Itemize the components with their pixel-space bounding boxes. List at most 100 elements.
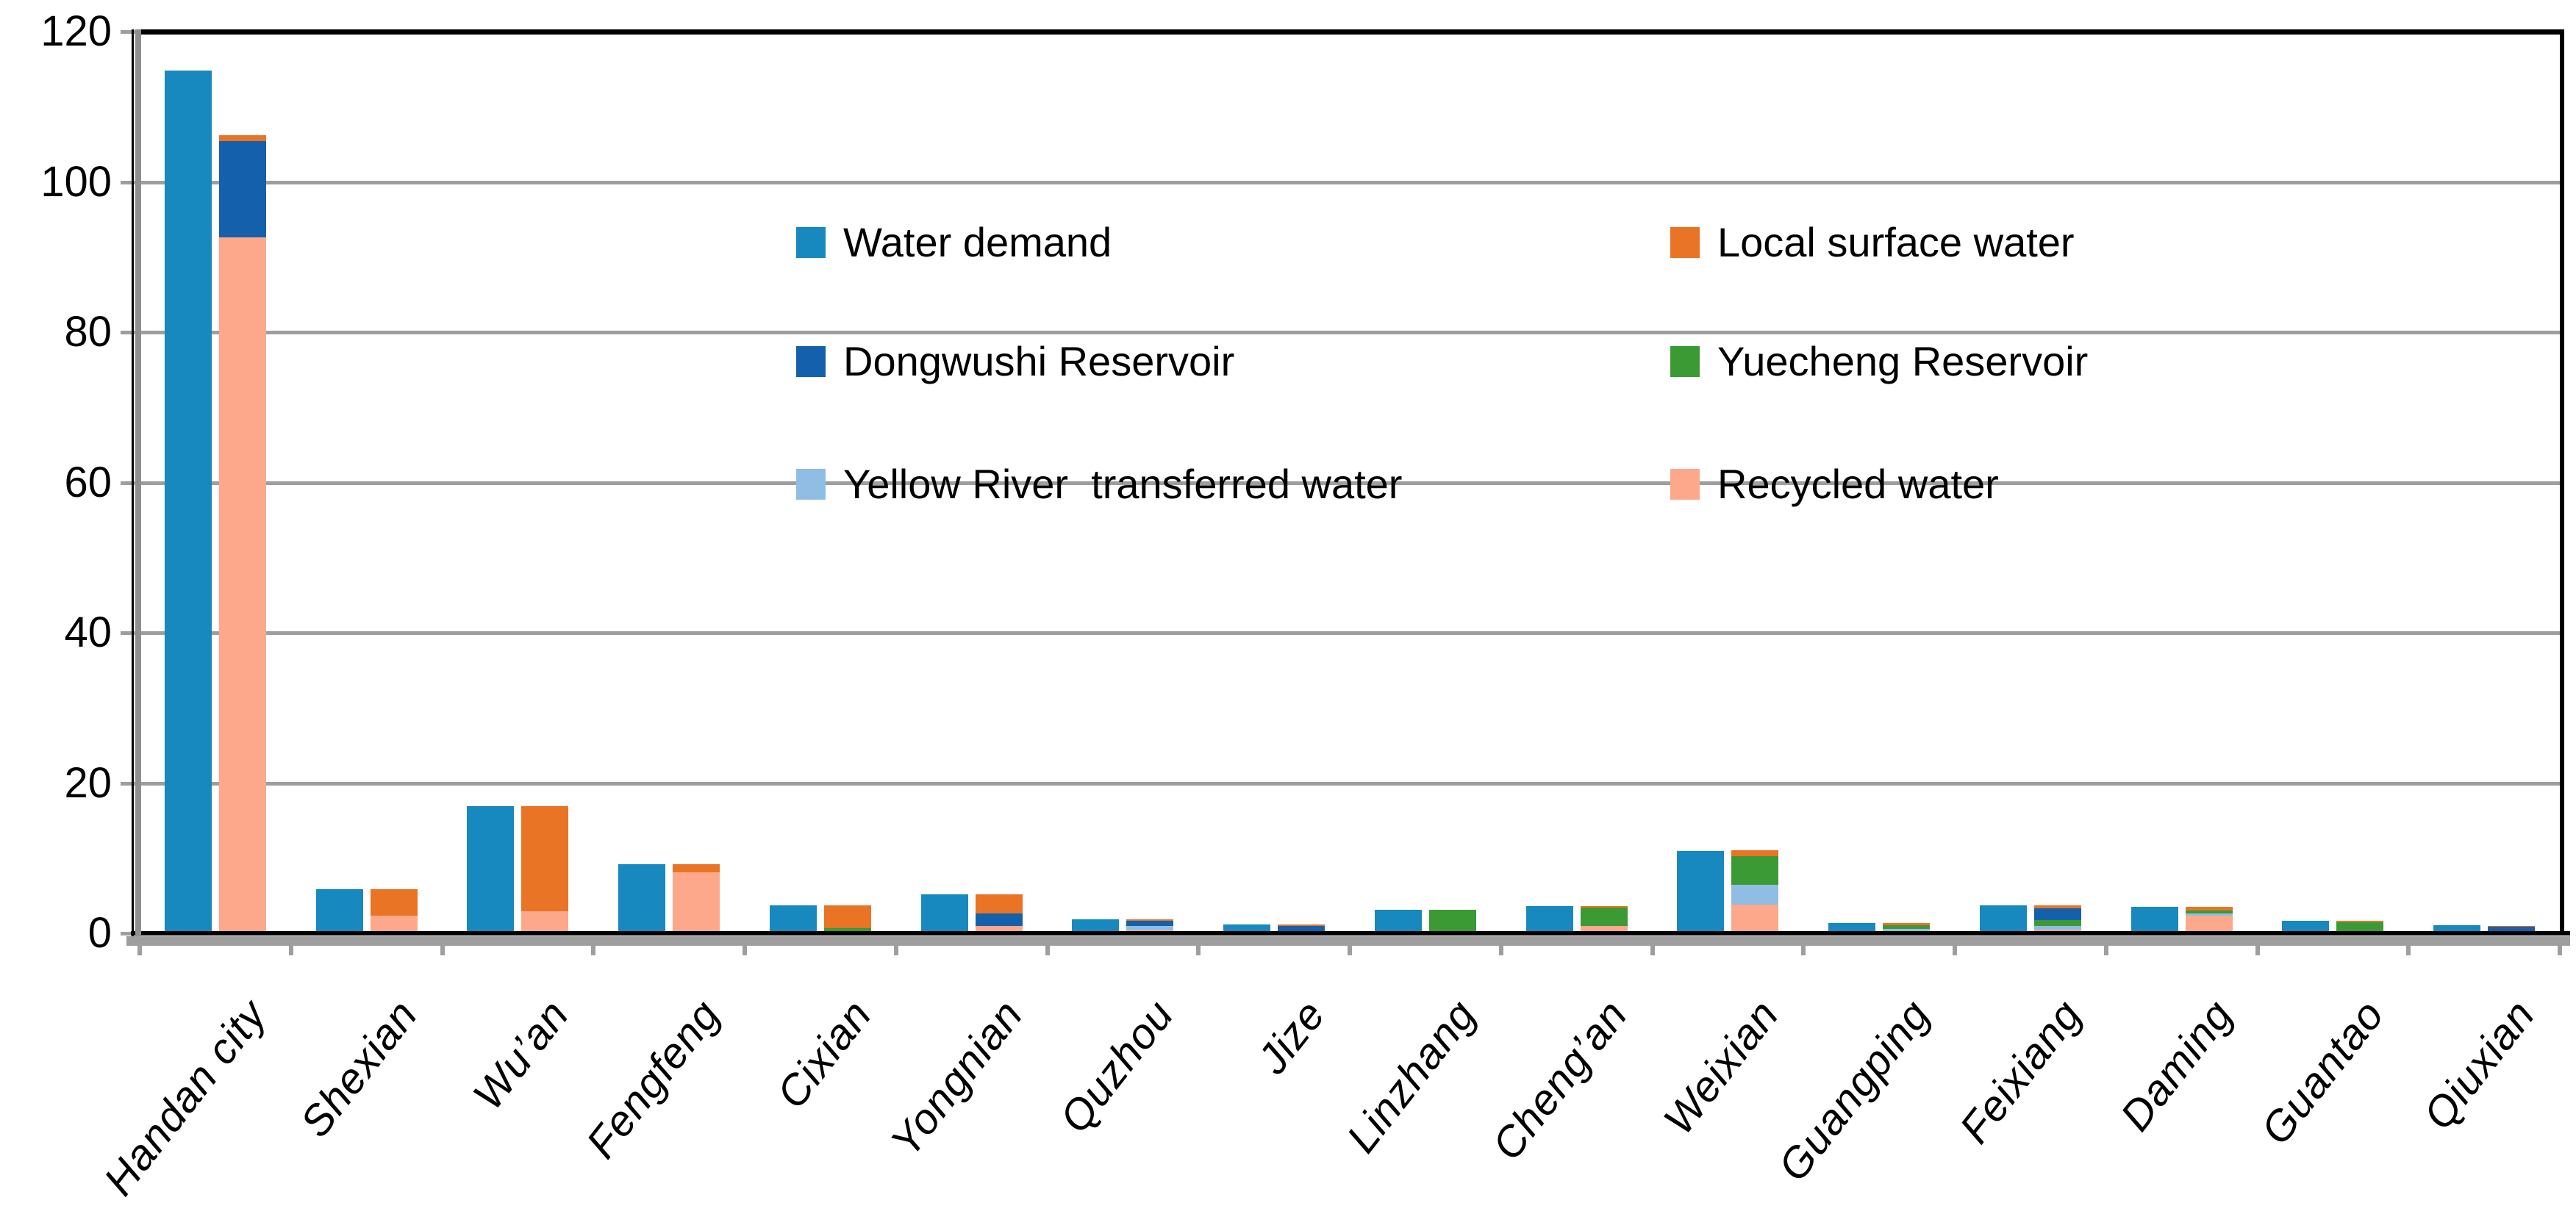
legend-item-yellow-river-transferred-water: Yellow River transferred water <box>796 463 1402 506</box>
bar-local-surface-water-weixian <box>1731 850 1779 856</box>
x-axis-label-text-jize: Jize <box>1248 991 1335 1083</box>
x-axis-label-text-shexian: Shexian <box>291 991 427 1146</box>
bar-local-surface-water-qiuxian <box>2488 925 2536 927</box>
x-axis-tick-11 <box>1801 936 1806 955</box>
y-axis-tick-100 <box>121 180 140 184</box>
y-axis-label-100: 100 <box>40 157 112 206</box>
bar-recycled-water-chengan <box>1580 925 1628 933</box>
bar-yuecheng-reservoir-daming <box>2185 910 2233 914</box>
legend-label-dongwushi-reservoir: Dongwushi Reservoir <box>843 338 1235 384</box>
bar-yellow-river-transferred-water-quzhou <box>1126 925 1174 930</box>
x-axis-label-text-guantao: Guantao <box>2251 991 2394 1154</box>
bar-yuecheng-reservoir-guangping <box>1883 924 1931 929</box>
legend-swatch-dongwushi-reservoir <box>796 346 826 377</box>
x-axis-label-text-wuan: Wu’an <box>463 991 579 1119</box>
gridline-100 <box>140 180 2560 184</box>
x-axis-tick-14 <box>2255 936 2260 955</box>
x-axis-label-text-qiuxian: Qiuxian <box>2414 991 2545 1139</box>
bar-water-demand-chengan <box>1525 906 1573 933</box>
bar-local-surface-water-shexian <box>370 888 418 916</box>
y-axis-tick-60 <box>121 481 140 485</box>
bar-yellow-river-transferred-water-feixiang <box>2033 925 2081 930</box>
x-axis-tick-5 <box>893 936 898 955</box>
x-axis-tick-9 <box>1498 936 1503 955</box>
x-axis-baseline <box>131 931 2570 935</box>
bar-water-demand-daming <box>2130 907 2178 933</box>
bar-recycled-water-handan-city <box>218 237 266 933</box>
y-axis-label-40: 40 <box>64 608 112 656</box>
bar-yuecheng-reservoir-guantao <box>2336 922 2384 933</box>
bar-recycled-water-shexian <box>370 916 418 933</box>
bar-recycled-water-daming <box>2185 915 2233 933</box>
x-axis-tick-4 <box>743 936 747 955</box>
gridline-80 <box>140 331 2560 334</box>
y-axis-tick-20 <box>121 781 140 786</box>
gridline-40 <box>140 631 2560 635</box>
x-axis-tick-10 <box>1650 936 1655 955</box>
bar-dongwushi-reservoir-quzhou <box>1126 921 1174 926</box>
bar-water-demand-yongnian <box>920 894 968 933</box>
y-axis-tick-120 <box>121 30 140 34</box>
x-axis-tick-7 <box>1196 936 1201 955</box>
legend-swatch-water-demand <box>796 227 826 258</box>
bar-dongwushi-reservoir-feixiang <box>2033 908 2081 921</box>
y-axis-tick-80 <box>121 331 140 334</box>
bar-water-demand-handan-city <box>164 71 212 933</box>
legend-swatch-local-surface-water <box>1670 227 1700 258</box>
bar-yellow-river-transferred-water-daming <box>2185 913 2233 916</box>
x-axis-label-text-quzhou: Quzhou <box>1051 991 1184 1142</box>
legend-swatch-recycled-water <box>1670 469 1700 500</box>
x-axis-label-text-daming: Daming <box>2111 991 2242 1140</box>
y-axis-outer-line <box>132 29 134 936</box>
bar-water-demand-feixiang <box>1979 905 2027 933</box>
x-axis-tick-2 <box>440 936 445 955</box>
bar-local-surface-water-feixiang <box>2033 905 2081 908</box>
bar-local-surface-water-guantao <box>2336 920 2384 922</box>
bar-dongwushi-reservoir-qiuxian <box>2488 927 2536 931</box>
bar-water-demand-cixian <box>769 905 817 933</box>
bar-yuecheng-reservoir-chengan <box>1580 907 1628 926</box>
x-axis-label-text-handan-city: Handan city <box>94 991 276 1204</box>
bar-yellow-river-transferred-water-guangping <box>1883 928 1931 933</box>
bar-water-demand-wuan <box>467 806 515 933</box>
bar-recycled-water-yongnian <box>975 925 1023 933</box>
y-axis-tick-40 <box>121 631 140 635</box>
legend-item-recycled-water: Recycled water <box>1670 463 1999 506</box>
bar-water-demand-quzhou <box>1072 919 1120 933</box>
x-axis-tick-12 <box>1953 936 1957 955</box>
bar-water-demand-linzhang <box>1374 910 1422 933</box>
legend-item-water-demand: Water demand <box>796 221 1112 264</box>
x-axis-tick-8 <box>1348 936 1352 955</box>
y-axis-label-120: 120 <box>40 7 112 55</box>
x-axis-label-text-guangping: Guangping <box>1769 991 1940 1190</box>
bar-yuecheng-reservoir-cixian <box>823 927 871 932</box>
x-axis-tick-1 <box>288 936 293 955</box>
x-axis-label-text-linzhang: Linzhang <box>1337 991 1486 1162</box>
bar-water-demand-shexian <box>315 888 363 933</box>
bar-water-demand-weixian <box>1677 850 1725 933</box>
x-axis-tick-13 <box>2103 936 2108 955</box>
legend-item-dongwushi-reservoir: Dongwushi Reservoir <box>796 340 1234 383</box>
x-axis-tick-6 <box>1045 936 1050 955</box>
legend-item-local-surface-water: Local surface water <box>1670 221 2075 264</box>
y-axis-label-80: 80 <box>64 308 112 356</box>
gridline-20 <box>140 781 2560 786</box>
x-axis-label-text-chengan: Cheng’an <box>1483 991 1637 1169</box>
x-axis-label-text-feixiang: Feixiang <box>1950 991 2091 1152</box>
x-axis-label-text-fengfeng: Fengfeng <box>577 991 730 1168</box>
bar-dongwushi-reservoir-jize <box>1278 925 1325 933</box>
x-axis-tick-16 <box>2558 936 2562 955</box>
legend-swatch-yellow-river-transferred-water <box>796 469 826 500</box>
legend-swatch-yuecheng-reservoir <box>1670 346 1700 377</box>
bar-yuecheng-reservoir-linzhang <box>1428 910 1476 931</box>
y-axis-tick-0 <box>121 932 140 935</box>
plot-right-border <box>2560 29 2564 935</box>
bar-dongwushi-reservoir-yongnian <box>975 913 1023 926</box>
legend-label-yellow-river-transferred-water: Yellow River transferred water <box>843 461 1403 507</box>
bar-recycled-water-fengfeng <box>673 872 720 933</box>
bar-water-demand-fengfeng <box>618 863 666 933</box>
x-axis-tick-0 <box>137 936 142 955</box>
bar-local-surface-water-guangping <box>1883 922 1931 925</box>
